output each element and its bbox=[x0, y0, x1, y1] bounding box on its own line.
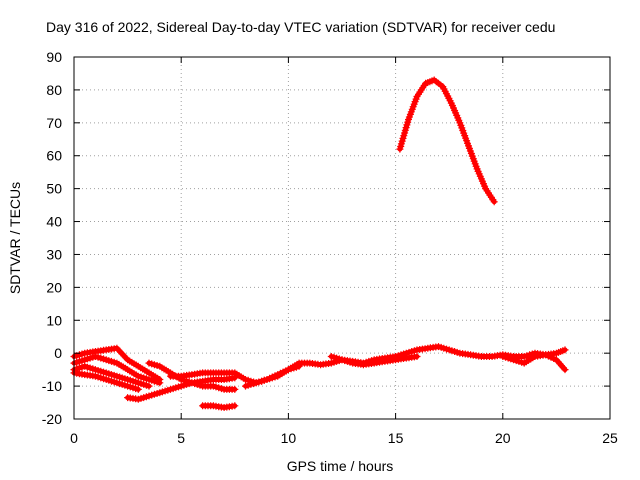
x-tick-label: 0 bbox=[70, 430, 78, 446]
y-tick-label: 50 bbox=[46, 181, 62, 197]
data-point bbox=[156, 379, 164, 387]
x-tick-label: 25 bbox=[602, 430, 618, 446]
data-point bbox=[561, 346, 569, 354]
y-axis-label: SDTVAR / TECUs bbox=[7, 182, 23, 294]
x-tick-label: 10 bbox=[281, 430, 297, 446]
data-series bbox=[327, 353, 421, 369]
x-tick-label: 20 bbox=[495, 430, 511, 446]
data-series bbox=[199, 402, 239, 411]
y-tick-label: 30 bbox=[46, 246, 62, 262]
x-tick-label: 15 bbox=[388, 430, 404, 446]
grid-layer bbox=[74, 57, 610, 419]
data-point bbox=[231, 385, 239, 393]
data-layer bbox=[70, 76, 569, 411]
y-tick-label: 80 bbox=[46, 82, 62, 98]
x-tick-label: 5 bbox=[177, 430, 185, 446]
y-tick-label: 40 bbox=[46, 214, 62, 230]
y-tick-label: -20 bbox=[42, 411, 62, 427]
y-tick-label: -10 bbox=[42, 378, 62, 394]
y-tick-label: 60 bbox=[46, 148, 62, 164]
y-tick-label: 70 bbox=[46, 115, 62, 131]
data-point bbox=[413, 353, 421, 360]
data-point bbox=[490, 198, 498, 206]
data-point bbox=[134, 385, 142, 393]
chart-title: Day 316 of 2022, Sidereal Day-to-day VTE… bbox=[46, 19, 555, 35]
data-series bbox=[70, 369, 142, 393]
y-tick-label: 90 bbox=[46, 49, 62, 65]
data-point bbox=[145, 382, 153, 390]
data-point bbox=[231, 402, 239, 410]
plot-frame bbox=[73, 56, 611, 420]
x-axis-label: GPS time / hours bbox=[287, 458, 394, 474]
tick-layer: -20 -10 0 10 20 30 40 50 60 70 80 90 0 5 10 15 20 25 bbox=[42, 49, 618, 446]
data-series bbox=[499, 351, 569, 374]
data-point bbox=[561, 366, 569, 374]
y-tick-label: 20 bbox=[46, 279, 62, 295]
y-tick-label: 10 bbox=[46, 312, 62, 328]
data-series bbox=[396, 76, 498, 206]
y-tick-label: 0 bbox=[54, 345, 62, 361]
